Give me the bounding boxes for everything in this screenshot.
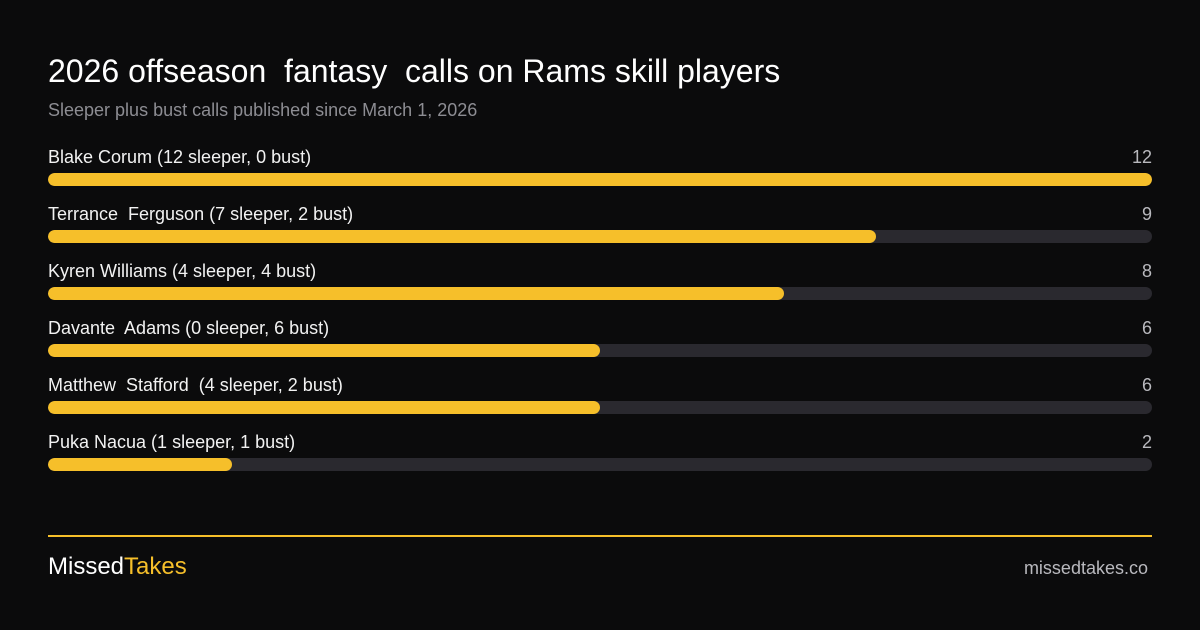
bar-value-label: 6 xyxy=(1141,375,1152,395)
bar-value-label: 9 xyxy=(1141,204,1152,224)
brand-logo: MissedTakes xyxy=(48,553,187,581)
brand-logo-part1: Missed xyxy=(48,553,125,580)
bar-label: Terrance Ferguson (7 sleeper, 2 bust) xyxy=(48,204,354,224)
bar-row: Davante Adams (0 sleeper, 6 bust) 6 xyxy=(48,315,1152,372)
bar-track xyxy=(48,173,1152,186)
bar-track xyxy=(48,344,1152,357)
chart-subtitle: Sleeper plus bust calls published since … xyxy=(48,100,478,120)
bar xyxy=(48,458,232,471)
brand-logo-part2: Takes xyxy=(124,553,187,580)
bar-value-label: 6 xyxy=(1141,318,1152,338)
bar xyxy=(48,401,600,414)
bar-row: Matthew Stafford (4 sleeper, 2 bust) 6 xyxy=(48,372,1152,429)
bar-label: Kyren Williams (4 sleeper, 4 bust) xyxy=(48,261,317,281)
bar-value-label: 12 xyxy=(1131,147,1152,167)
bar xyxy=(48,344,600,357)
bar xyxy=(48,287,784,300)
bar-track xyxy=(48,230,1152,243)
bar xyxy=(48,173,1152,186)
bar-row: Kyren Williams (4 sleeper, 4 bust) 8 xyxy=(48,258,1152,315)
bar-value-label: 2 xyxy=(1141,432,1152,452)
footer-divider xyxy=(48,535,1152,537)
bar-row: Terrance Ferguson (7 sleeper, 2 bust) 9 xyxy=(48,201,1152,258)
bar-track xyxy=(48,287,1152,300)
bar-label: Blake Corum (12 sleeper, 0 bust) xyxy=(48,147,312,167)
bar-track xyxy=(48,401,1152,414)
bar-label: Davante Adams (0 sleeper, 6 bust) xyxy=(48,318,330,338)
bar-value-label: 8 xyxy=(1141,261,1152,281)
bar-label: Matthew Stafford (4 sleeper, 2 bust) xyxy=(48,375,343,395)
bar-label: Puka Nacua (1 sleeper, 1 bust) xyxy=(48,432,296,452)
bar-row: Puka Nacua (1 sleeper, 1 bust) 2 xyxy=(48,429,1152,486)
site-domain: missedtakes.co xyxy=(1023,558,1148,578)
chart-title: 2026 offseason fantasy calls on Rams ski… xyxy=(48,53,781,89)
bar-track xyxy=(48,458,1152,471)
bar-chart: Blake Corum (12 sleeper, 0 bust) 12 Terran… xyxy=(48,144,1152,486)
bar-row: Blake Corum (12 sleeper, 0 bust) 12 xyxy=(48,144,1152,201)
bar xyxy=(48,230,876,243)
